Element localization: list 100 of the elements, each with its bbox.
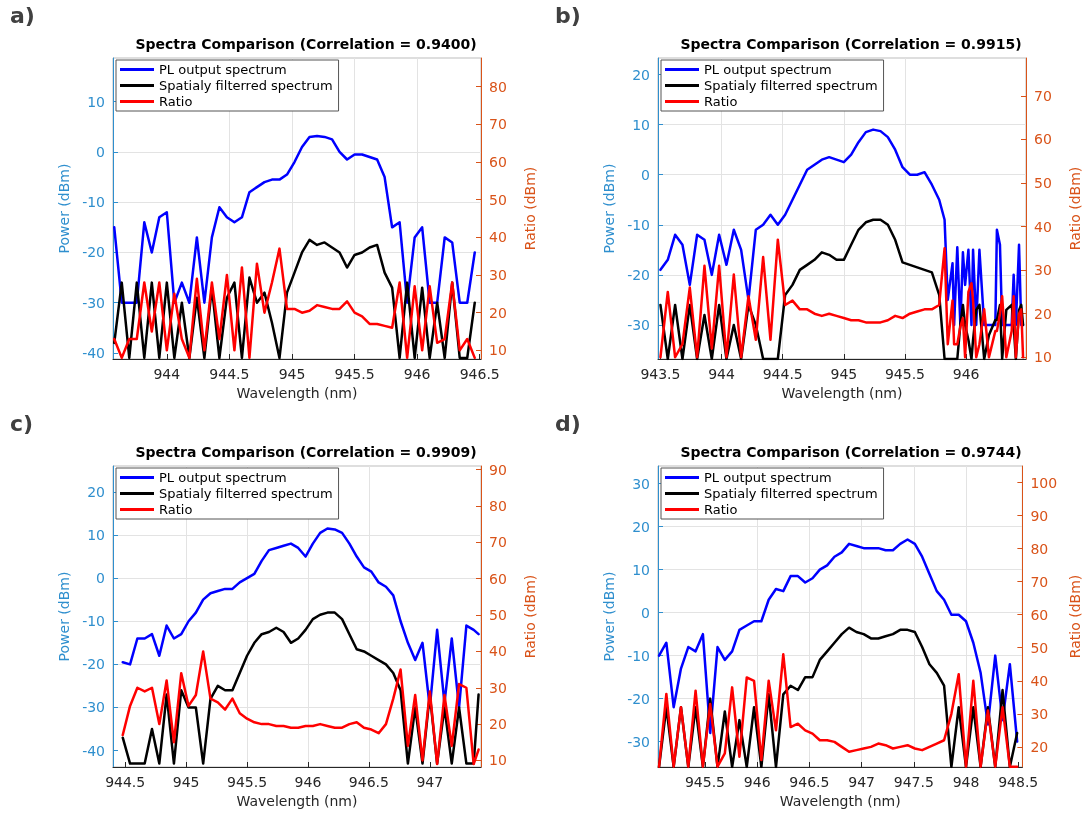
y-axis-title: Power (dBm) [56,571,72,662]
y-tick-label: -10 [627,216,650,233]
legend-label: Ratio [159,502,193,517]
y-tick-label: -10 [82,194,105,211]
y2-tick-label: 70 [1034,87,1052,104]
y2-tick-label: 60 [1034,131,1052,148]
legend-label: Spatialy filterred spectrum [704,486,878,501]
y2-tick-label: 50 [489,191,507,208]
y2-tick-label: 40 [489,643,507,660]
legend-label: Ratio [704,502,738,517]
x-tick-label: 944 [153,366,181,382]
y2-tick-label: 20 [489,304,507,321]
y2-tick-label: 100 [1030,474,1058,491]
x-tick-label: 944 [708,366,736,382]
x-tick-label: 945 [830,366,858,382]
chart-title: Spectra Comparison (Correlation = 0.9400) [135,36,477,52]
chart-title: Spectra Comparison (Correlation = 0.9909) [135,444,477,460]
y2-tick-label: 50 [1034,175,1052,192]
y-tick-label: 0 [96,570,105,587]
x-tick-label: 946.5 [789,774,830,790]
y2-tick-label: 10 [1034,349,1052,366]
y2-tick-label: 30 [1030,705,1049,722]
y-tick-label: 20 [87,483,105,500]
y2-tick-label: 60 [489,570,507,587]
y-tick-label: -10 [82,613,105,630]
y2-axis-title: Ratio (dBm) [522,166,538,251]
x-tick-label: 947 [848,774,875,790]
x-tick-label: 944.5 [105,774,146,790]
line-series [121,527,480,709]
y-tick-label: 10 [632,116,650,133]
y2-axis-title: Ratio (dBm) [1067,574,1083,659]
line-series [113,134,476,304]
y-tick-label: -30 [82,699,105,716]
legend-label: PL output spectrum [159,470,287,485]
x-axis-title: Wavelength (nm) [779,793,901,809]
y2-axis-title: Ratio (dBm) [522,574,538,659]
y-tick-label: 0 [641,604,650,621]
line-series [657,653,1019,768]
chart-title: Spectra Comparison (Correlation = 0.9915) [680,36,1022,52]
y2-tick-label: 20 [1030,738,1049,755]
y2-tick-label: 90 [1030,507,1049,524]
text: a) [10,2,35,28]
legend-label: Spatialy filterred spectrum [704,78,878,93]
x-axis-title: Wavelength (nm) [236,385,358,401]
y-tick-label: -40 [82,742,105,759]
legend-label: Spatialy filterred spectrum [159,486,333,501]
x-tick-label: 946 [743,774,771,790]
y-axis-title: Power (dBm) [601,163,617,254]
x-tick-label: 945 [172,774,200,790]
y2-tick-label: 30 [489,266,507,283]
y2-tick-label: 40 [489,229,507,246]
x-tick-label: 945.5 [334,366,375,382]
y2-tick-label: 40 [1030,672,1049,689]
y-tick-label: -30 [627,733,650,750]
y2-tick-label: 70 [1030,573,1049,590]
y-tick-label: -30 [627,316,650,333]
x-tick-label: 946.5 [348,774,389,790]
y2-tick-label: 80 [489,497,507,514]
y2-tick-label: 50 [489,607,507,624]
y-tick-label: -30 [82,294,105,311]
y2-tick-label: 90 [489,461,507,478]
y-axis-title: Power (dBm) [56,163,72,254]
x-tick-label: 946 [294,774,322,790]
y-axis-title: Power (dBm) [601,571,617,662]
x-tick-label: 946 [403,366,431,382]
text: c) [10,410,34,436]
x-tick-label: 947.5 [893,774,934,790]
y-tick-label: 20 [632,66,650,83]
y-tick-label: 0 [641,166,650,183]
legend-label: Spatialy filterred spectrum [159,78,333,93]
x-tick-label: 946 [952,366,980,382]
y-tick-label: -40 [82,344,105,361]
y2-tick-label: 10 [489,752,507,769]
y2-axis-title: Ratio (dBm) [1067,166,1083,251]
x-tick-label: 945 [278,366,306,382]
x-tick-label: 943.5 [640,366,681,382]
x-tick-label: 945.5 [684,774,726,790]
x-tick-label: 948 [952,774,980,790]
x-axis-title: Wavelength (nm) [236,793,358,809]
y2-tick-label: 20 [489,716,507,733]
y-tick-label: -20 [82,656,105,673]
y2-tick-label: 70 [489,116,507,133]
line-series [657,538,1019,743]
y2-tick-label: 70 [489,534,507,551]
x-axis-title: Wavelength (nm) [781,385,903,401]
legend-label: PL output spectrum [704,62,832,77]
x-tick-label: 947 [416,774,444,790]
legend-label: PL output spectrum [159,62,287,77]
y-tick-label: -20 [627,266,650,283]
x-tick-label: 945.5 [226,774,268,790]
y-tick-label: 10 [632,561,650,578]
text: d) [555,410,581,436]
y-tick-label: -10 [627,647,650,664]
y-tick-label: 0 [96,143,105,160]
line-series [121,650,480,766]
y-tick-label: 20 [632,518,650,535]
y2-tick-label: 50 [1030,639,1049,656]
y2-tick-label: 30 [1034,262,1052,279]
x-tick-label: 948.5 [998,774,1039,790]
y2-tick-label: 60 [1030,606,1049,623]
